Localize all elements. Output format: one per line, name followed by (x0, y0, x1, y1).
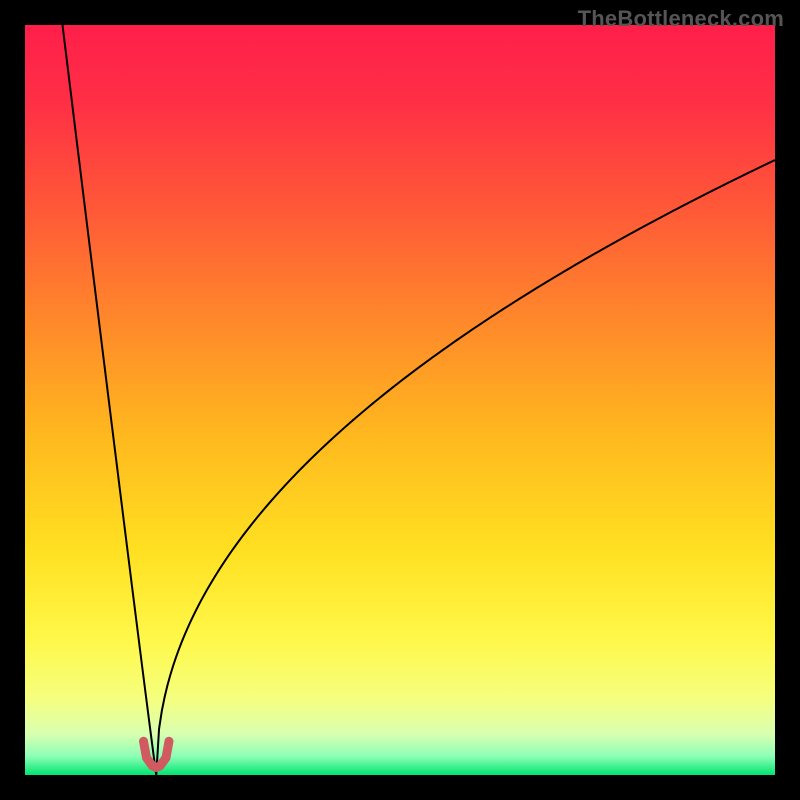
gradient-background (25, 25, 775, 775)
plot-area (25, 25, 775, 775)
plot-svg (25, 25, 775, 775)
watermark-text: TheBottleneck.com (578, 6, 784, 32)
chart-container: TheBottleneck.com (0, 0, 800, 800)
